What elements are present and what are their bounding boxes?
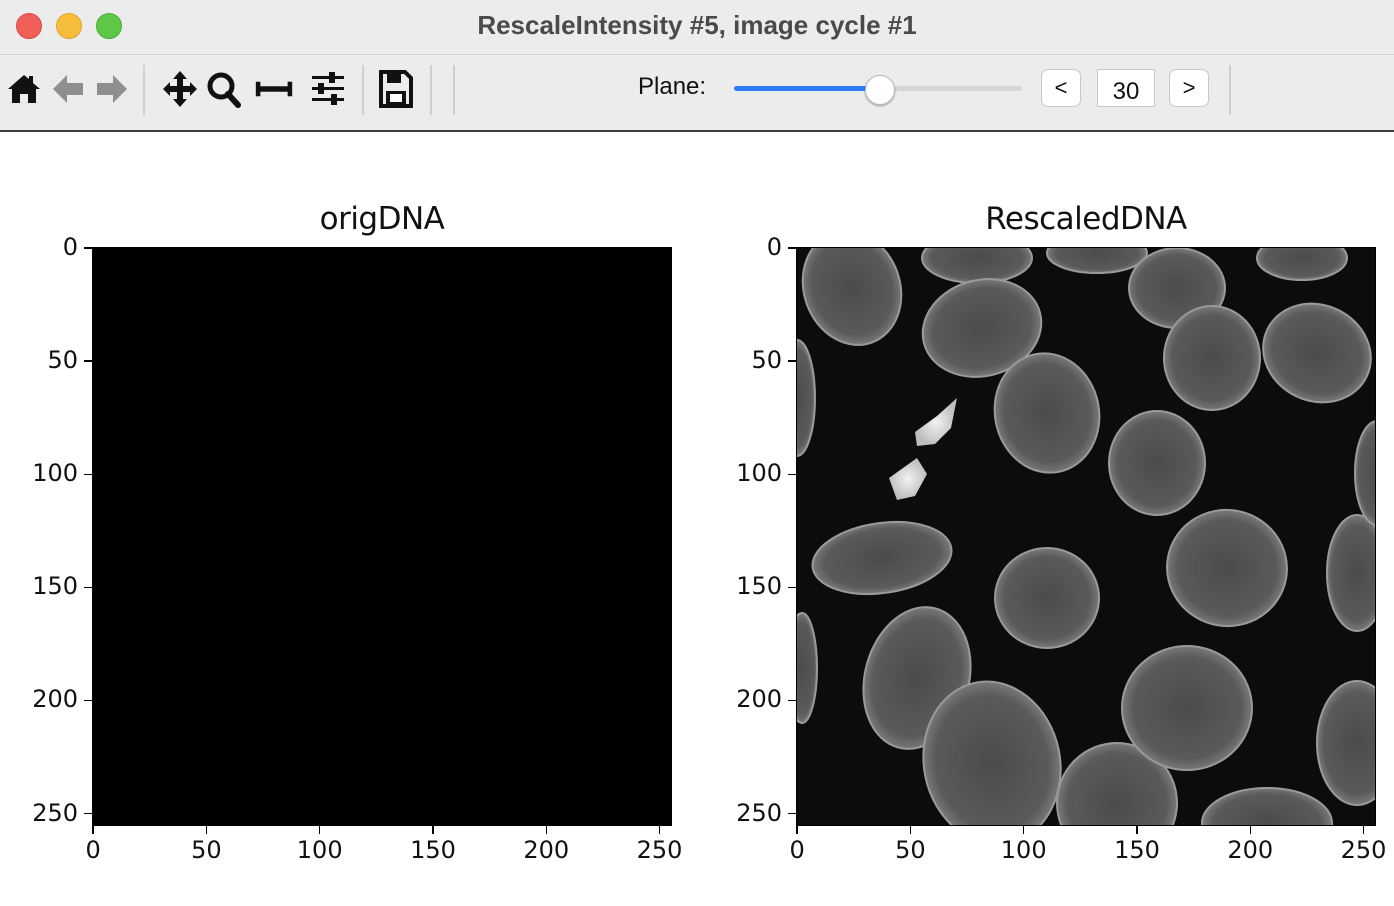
ytick-mark [788,699,796,702]
xtick-label: 0 [789,836,805,864]
home-button[interactable] [4,67,44,111]
xtick-mark [545,826,547,834]
axes-title-orig: origDNA [319,201,445,237]
configure-button[interactable] [308,67,348,111]
ytick-label: 0 [62,233,78,262]
xtick-mark [318,826,321,834]
navigation-toolbar: Plane: < 30 > [0,55,1394,132]
ytick-mark [788,586,796,589]
forward-button[interactable] [92,67,132,111]
ytick-label: 100 [736,459,782,488]
next-plane-button[interactable]: > [1169,69,1209,107]
xtick-label: 100 [296,836,343,864]
plane-label: Plane: [638,73,707,100]
xtick-mark [1136,826,1138,834]
xtick-mark [1362,826,1365,834]
pan-icon [163,71,197,107]
ytick-mark [84,812,92,815]
xtick-label: 150 [410,836,456,864]
xtick-mark [909,826,912,834]
ytick-label: 0 [766,233,782,262]
plane-slider[interactable] [734,75,1024,105]
ytick-mark [84,247,92,249]
home-icon [8,75,40,103]
xtick-mark [205,826,208,834]
ytick-label: 50 [751,346,782,375]
window-titlebar: RescaleIntensity #5, image cycle #1 [0,0,1394,55]
xtick-label: 200 [1227,836,1274,864]
ytick-label: 250 [32,798,78,827]
configure-icon [312,72,344,105]
figure-canvas: origDNA RescaledDNA [0,133,1394,906]
ytick-mark [788,360,796,362]
ytick-mark [84,360,92,362]
zoom-icon [207,72,241,108]
save-icon [379,70,413,108]
orig-dna-image [92,247,672,826]
xtick-label: 150 [1114,836,1160,864]
zoom-button[interactable] [204,67,244,111]
xtick-mark [432,826,434,834]
ytick-label: 50 [47,346,78,375]
xtick-mark [658,826,661,834]
ytick-label: 200 [736,685,782,714]
close-window-button[interactable] [16,13,42,39]
xtick-mark [1249,826,1251,834]
subplots-adjust-icon [255,81,293,97]
back-button[interactable] [48,67,88,111]
zoom-window-button[interactable] [96,13,122,39]
prev-plane-button[interactable]: < [1041,69,1081,107]
rescaled-dna-image [796,247,1376,826]
forward-arrow-icon [97,75,127,103]
ytick-label: 150 [32,572,78,601]
plane-number-field[interactable]: 30 [1097,69,1155,107]
xtick-mark [92,826,94,834]
ytick-mark [84,699,92,702]
pan-button[interactable] [160,67,200,111]
xtick-mark [1022,826,1025,834]
plane-slider-handle[interactable] [865,75,896,105]
xtick-label: 100 [1000,836,1047,864]
subplots-button[interactable] [254,67,294,111]
axes-title-rescaled: RescaledDNA [985,201,1187,237]
xtick-label: 50 [191,836,222,864]
ytick-mark [84,473,92,476]
ytick-mark [788,812,796,815]
ytick-label: 100 [32,459,78,488]
save-button[interactable] [376,67,416,111]
ytick-label: 150 [736,572,782,601]
window-title: RescaleIntensity #5, image cycle #1 [477,10,917,40]
ytick-label: 250 [736,798,782,827]
minimize-window-button[interactable] [56,13,82,39]
xtick-label: 0 [85,836,101,864]
ytick-mark [788,473,796,476]
ytick-mark [84,586,92,589]
plane-slider-fill [734,86,880,91]
xtick-label: 250 [636,836,683,864]
xtick-label: 250 [1340,836,1387,864]
xtick-label: 50 [895,836,926,864]
back-arrow-icon [53,75,83,103]
xtick-label: 200 [523,836,570,864]
ytick-mark [788,247,796,249]
xtick-mark [796,826,798,834]
ytick-label: 200 [32,685,78,714]
